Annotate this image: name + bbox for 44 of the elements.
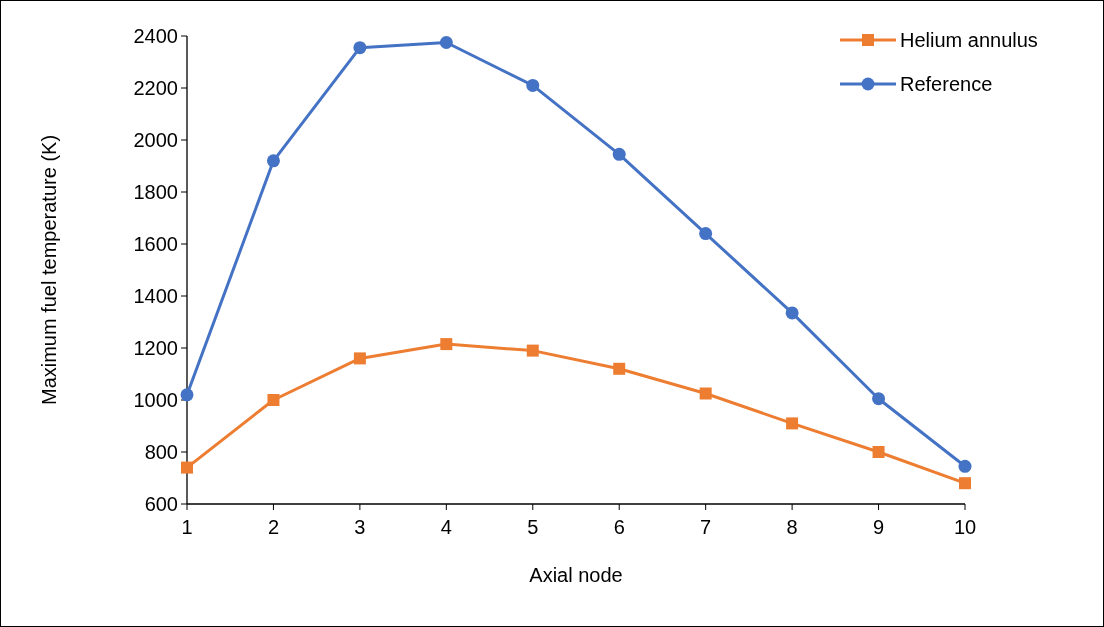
y-tick-label: 2000 bbox=[133, 129, 178, 151]
y-tick-label: 2400 bbox=[133, 25, 178, 47]
x-tick-label: 5 bbox=[527, 516, 539, 538]
y-tick-label: 1000 bbox=[133, 389, 178, 411]
point bbox=[699, 387, 712, 400]
x-tick-label: 7 bbox=[700, 516, 712, 538]
y-tick-label: 1800 bbox=[133, 181, 178, 203]
x-axis-title: Axial node bbox=[529, 564, 623, 586]
x-tick-label: 2 bbox=[267, 516, 280, 538]
y-tick-label: 800 bbox=[144, 441, 178, 463]
y-tick-label: 2200 bbox=[133, 77, 178, 99]
x-tick-label: 9 bbox=[872, 516, 885, 538]
point bbox=[180, 388, 194, 402]
x-tick-label: 10 bbox=[953, 516, 977, 538]
legend-label: Reference bbox=[900, 73, 993, 95]
x-tick-label: 8 bbox=[786, 516, 798, 538]
x-tick-label: 3 bbox=[354, 516, 366, 538]
y-tick-label: 1200 bbox=[133, 337, 178, 359]
point bbox=[613, 362, 626, 375]
x-tick-label: 6 bbox=[613, 516, 625, 538]
point bbox=[353, 41, 367, 55]
point bbox=[526, 344, 539, 357]
point bbox=[612, 147, 626, 161]
point bbox=[440, 338, 453, 351]
x-tick-label: 1 bbox=[181, 516, 193, 538]
point bbox=[181, 461, 193, 474]
point bbox=[872, 392, 886, 406]
point bbox=[785, 306, 799, 320]
y-tick-label: 600 bbox=[144, 493, 178, 515]
point bbox=[267, 394, 280, 406]
point bbox=[699, 227, 713, 241]
point bbox=[439, 36, 453, 49]
legend-label: Helium annulus bbox=[900, 29, 1038, 51]
y-axis-title: Maximum fuel temperature (K) bbox=[38, 134, 60, 406]
point bbox=[959, 477, 971, 490]
y-tick-label: 1600 bbox=[133, 233, 178, 255]
y-tick-label: 1400 bbox=[133, 285, 178, 307]
point bbox=[958, 459, 972, 473]
point bbox=[266, 154, 280, 168]
point bbox=[786, 417, 799, 430]
x-tick-label: 4 bbox=[440, 516, 452, 538]
point bbox=[353, 352, 366, 365]
point bbox=[872, 446, 885, 458]
point bbox=[526, 78, 540, 92]
